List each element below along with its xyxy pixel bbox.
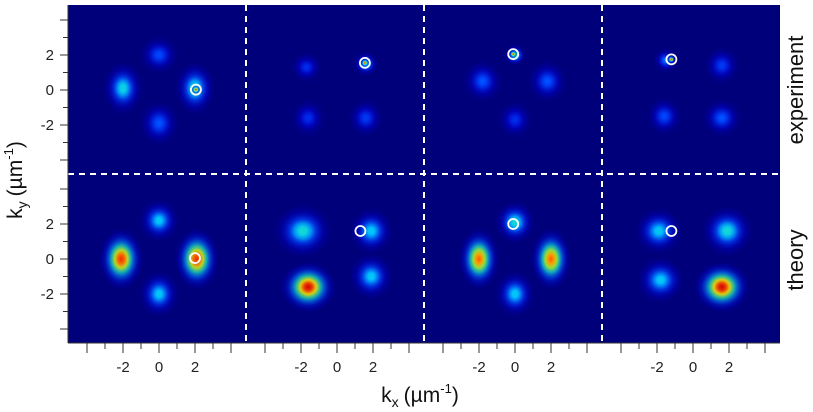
- intensity-lobe: [289, 50, 324, 84]
- intensity-lobe: [138, 99, 180, 148]
- intensity-lobe: [102, 60, 144, 116]
- dashed-dividers: [68, 5, 780, 343]
- intensity-lobe: [494, 200, 536, 245]
- x-tick-label: 2: [191, 359, 199, 376]
- x-tick-label: -2: [650, 359, 663, 376]
- intensity-lobes: [272, 203, 394, 313]
- intensity-lobe: [138, 198, 180, 243]
- panel-experiment-3: [424, 5, 602, 174]
- intensity-lobes: [461, 43, 569, 140]
- x-tick-label: -2: [472, 359, 485, 376]
- x-tick-label: -2: [116, 359, 129, 376]
- marker-circle: [507, 218, 520, 230]
- intensity-lobes: [102, 34, 216, 148]
- row-label-theory: theory: [783, 229, 808, 290]
- intensity-lobe: [346, 97, 385, 139]
- x-tick-label: 2: [725, 359, 733, 376]
- intensity-lobe: [461, 59, 504, 104]
- x-tick-label: 0: [689, 359, 697, 376]
- panel-background: [602, 5, 780, 174]
- marker-circle: [354, 225, 367, 237]
- intensity-lobe: [98, 227, 144, 291]
- marker-circle: [189, 252, 201, 265]
- intensity-lobe: [530, 227, 572, 291]
- y-tick-label: 2: [46, 47, 54, 64]
- panel-experiment-4: [602, 5, 780, 174]
- panel-theory-4: [602, 174, 780, 343]
- intensity-lobe: [138, 34, 180, 76]
- y-tick-label: 0: [46, 251, 54, 268]
- intensity-lobe: [693, 261, 751, 313]
- intensity-lobe: [279, 261, 337, 313]
- marker-circle: [358, 56, 371, 69]
- panel-background: [68, 5, 246, 174]
- intensity-lobe: [191, 85, 201, 95]
- x-tick-label: 0: [333, 359, 341, 376]
- intensity-lobe: [667, 55, 676, 64]
- intensity-lobes: [289, 50, 385, 139]
- intensity-lobe: [272, 203, 334, 259]
- intensity-lobes: [458, 200, 572, 318]
- x-axis-label: kx (µm-1): [381, 381, 459, 410]
- x-tick-label: -2: [294, 359, 307, 376]
- intensity-lobe: [509, 50, 518, 59]
- panel-theory-3: [424, 174, 602, 343]
- panel-theory-1: [68, 174, 246, 343]
- intensity-lobes: [98, 198, 220, 318]
- x-tick-label: 0: [155, 359, 163, 376]
- marker-circle: [507, 48, 520, 61]
- panel-theory-2: [246, 174, 424, 343]
- marker-circle: [665, 225, 678, 237]
- y-tick-label: -2: [41, 286, 54, 303]
- panel-background: [602, 174, 780, 343]
- tick-marks: [60, 5, 780, 353]
- panel-background: [246, 5, 424, 174]
- intensity-lobe: [138, 270, 180, 318]
- x-tick-label: 0: [511, 359, 519, 376]
- panel-background: [246, 174, 424, 343]
- marker-circle: [189, 83, 202, 96]
- panel-experiment-1: [68, 5, 246, 174]
- y-tick-label: 0: [46, 82, 54, 99]
- intensity-lobe: [360, 58, 370, 68]
- x-tick-label: 2: [547, 359, 555, 376]
- x-tick-label: 2: [369, 359, 377, 376]
- intensity-lobe: [634, 207, 684, 255]
- intensity-lobe: [494, 270, 536, 318]
- panel-grid: [68, 5, 780, 343]
- panel-background: [424, 5, 602, 174]
- intensity-lobe: [700, 205, 754, 257]
- intensity-lobe: [458, 227, 500, 291]
- intensity-lobe: [348, 207, 394, 255]
- row-label-experiment: experiment: [783, 36, 808, 145]
- intensity-lobe: [348, 252, 394, 301]
- panel-experiment-2: [246, 5, 424, 174]
- intensity-lobe: [526, 59, 569, 104]
- intensity-lobes: [634, 205, 754, 313]
- tick-labels: -2 0 2 -2 0 2 -2 0 2 -2 0 2 2 0 -2 2 0 -2: [41, 47, 734, 376]
- intensity-lobe: [289, 97, 328, 139]
- y-tick-label: -2: [41, 117, 54, 134]
- intensity-lobe: [702, 45, 741, 86]
- intensity-lobe: [496, 99, 534, 140]
- intensity-lobe: [636, 256, 686, 304]
- intensity-lobe: [174, 227, 220, 291]
- intensity-lobe: [701, 97, 743, 139]
- y-tick-label: 2: [46, 216, 54, 233]
- y-axis-label: ky(µm-1): [1, 141, 30, 219]
- marker-circle: [665, 53, 678, 66]
- intensity-lobe: [645, 96, 684, 137]
